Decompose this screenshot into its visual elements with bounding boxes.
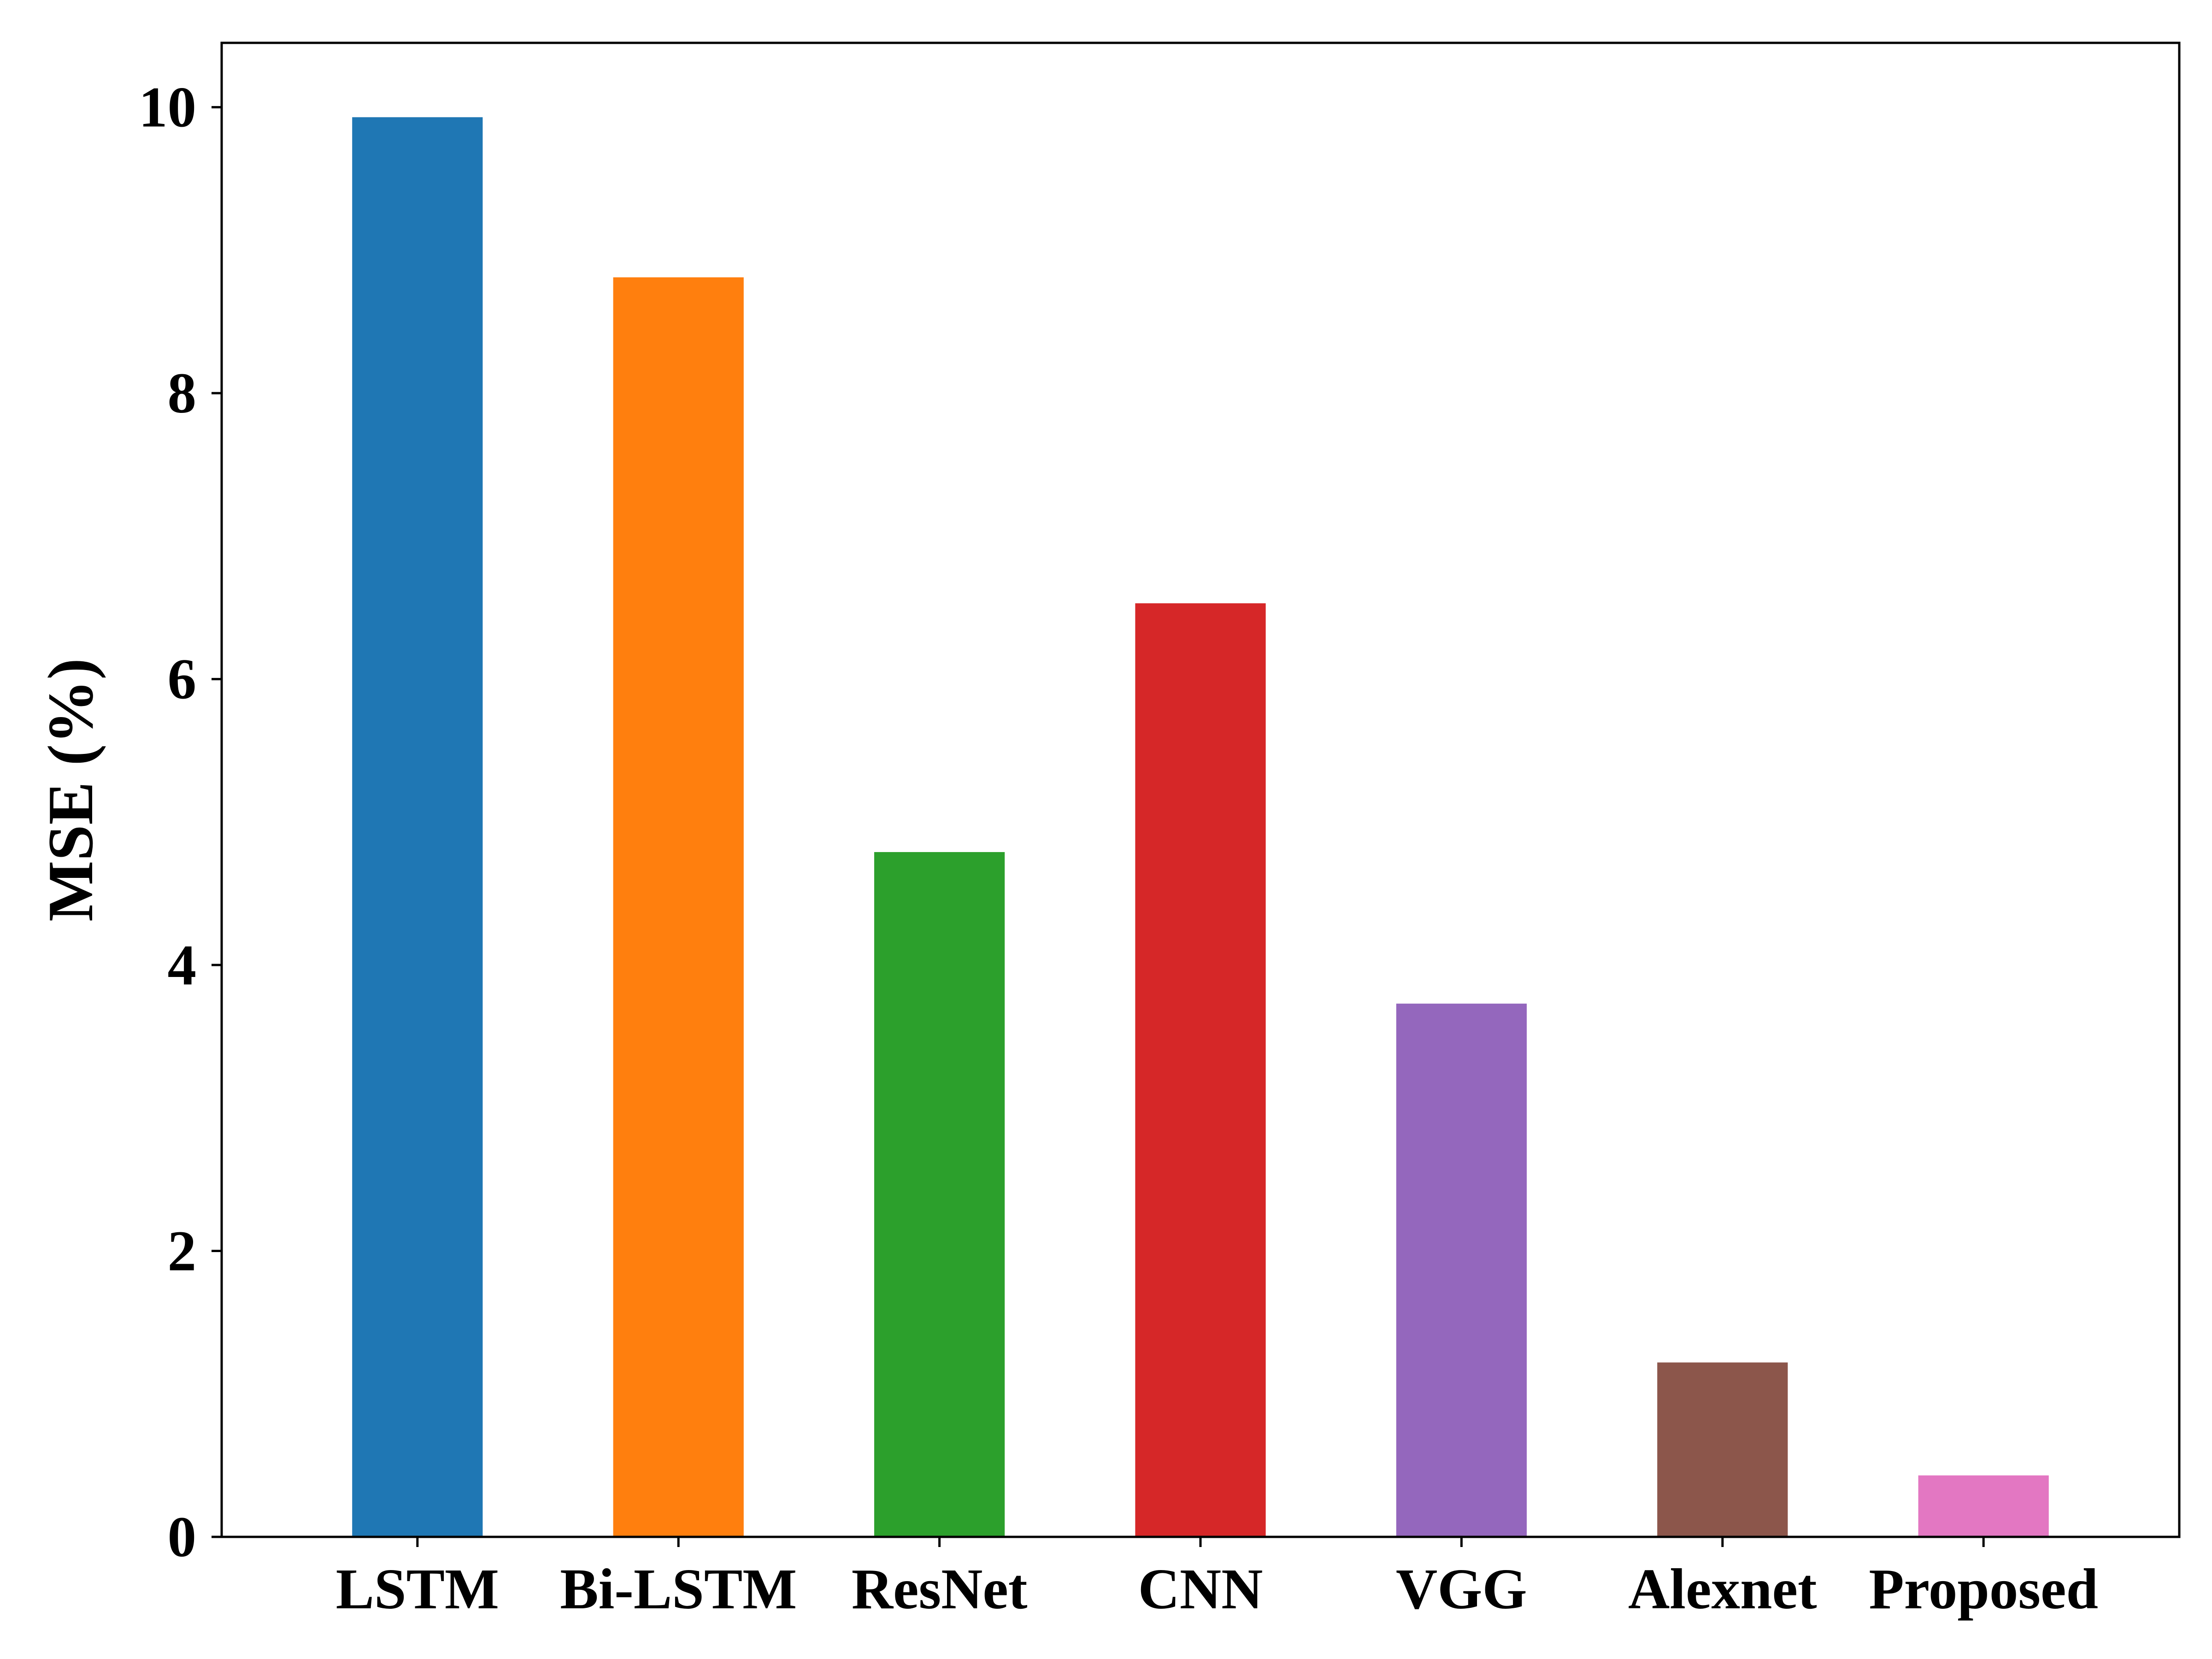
x-tick-label: ResNet [852,1558,1028,1621]
y-axis: 0 2 4 6 8 10 [139,76,222,1569]
y-tick-label: 4 [168,934,197,997]
x-tick-label: Bi-LSTM [560,1558,797,1621]
y-tick-label: 2 [168,1220,197,1283]
bar-vgg [1396,1003,1527,1537]
bar-lstm [352,117,483,1537]
bars-group [352,117,2049,1537]
bar-alexnet [1657,1362,1788,1537]
x-tick-label: Proposed [1869,1558,2098,1621]
x-tick-label: Alexnet [1628,1558,1817,1621]
y-tick-label: 8 [168,362,197,425]
x-tick-label: CNN [1138,1558,1263,1621]
x-axis: LSTM Bi-LSTM ResNet CNN VGG Alexnet Proposed [336,1537,2098,1621]
x-tick-label: LSTM [336,1558,499,1621]
y-axis-title: MSE (%) [35,658,106,922]
y-tick-label: 6 [168,648,197,712]
bar-resnet [874,852,1005,1537]
bar-cnn [1135,603,1266,1537]
x-tick-label: VGG [1396,1558,1527,1621]
y-tick-label: 10 [139,76,196,140]
y-tick-label: 0 [168,1506,197,1569]
bar-bi-lstm [613,277,744,1537]
bar-proposed [1918,1475,2049,1537]
